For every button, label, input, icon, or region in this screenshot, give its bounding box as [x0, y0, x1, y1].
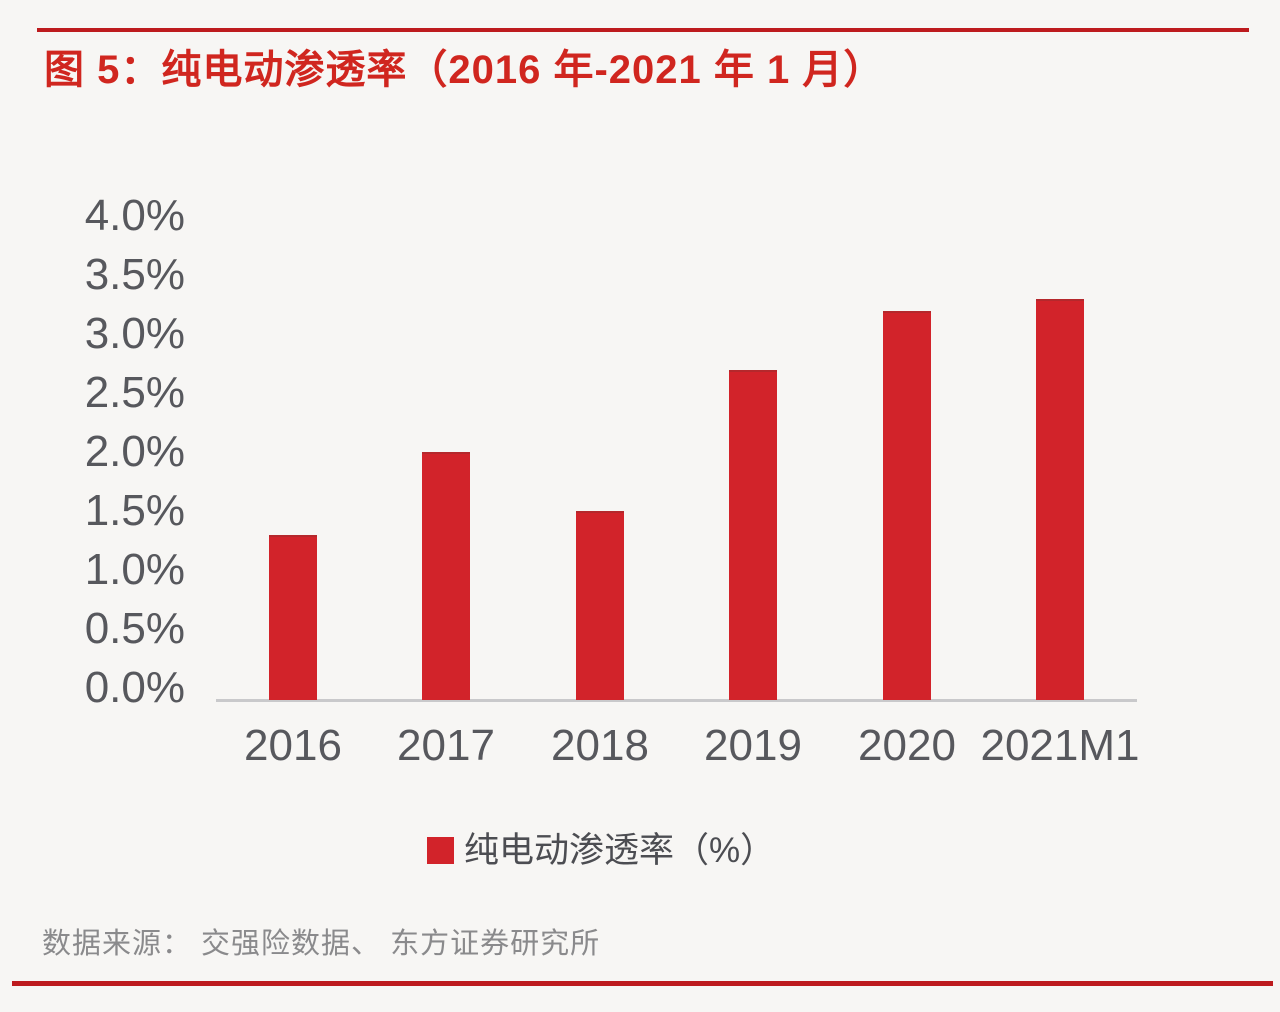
figure-title: 图 5：纯电动渗透率（2016 年-2021 年 1 月） [44, 48, 885, 92]
y-tick-label: 1.0% [84, 545, 185, 594]
x-tick-label-2018: 2018 [551, 721, 649, 770]
x-tick-label-2019: 2019 [704, 721, 802, 770]
bar-2017 [422, 452, 470, 700]
y-tick-label: 2.5% [84, 368, 185, 417]
bar-2016 [269, 535, 317, 700]
top-rule-divider [37, 28, 1249, 32]
bar-2019 [729, 370, 777, 700]
bar-2018 [576, 511, 624, 700]
x-tick-label-2020: 2020 [858, 721, 956, 770]
y-tick-label: 2.0% [84, 427, 185, 476]
bar-2021M1 [1036, 299, 1084, 700]
y-tick-label: 3.5% [84, 250, 185, 299]
x-tick-label-2021M1: 2021M1 [980, 721, 1140, 770]
y-tick-label: 1.5% [84, 486, 185, 535]
chart-legend: 纯电动渗透率（%） [427, 830, 775, 870]
x-axis-line [216, 699, 1137, 702]
data-source-note: 数据来源： 交强险数据、 东方证券研究所 [42, 928, 601, 960]
legend-label: 纯电动渗透率（%） [464, 830, 776, 870]
bar-2020 [883, 311, 931, 700]
legend-swatch-icon [427, 836, 454, 864]
y-tick-label: 4.0% [84, 191, 185, 240]
bottom-rule-divider [12, 981, 1273, 986]
x-tick-label-2017: 2017 [397, 721, 495, 770]
x-tick-label-2016: 2016 [244, 721, 342, 770]
y-tick-label: 3.0% [84, 309, 185, 358]
y-tick-label: 0.5% [84, 604, 185, 653]
y-tick-label: 0.0% [84, 663, 185, 712]
